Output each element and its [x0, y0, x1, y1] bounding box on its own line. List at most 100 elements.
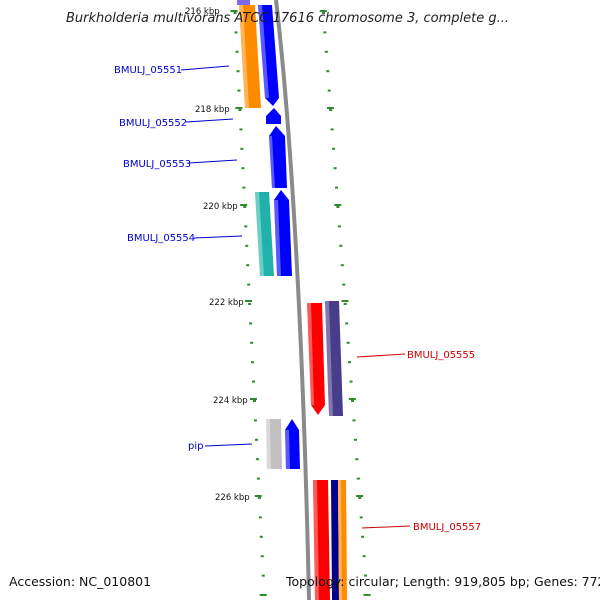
- ruler-tick-right: [334, 186, 338, 189]
- accession-text: Accession: NC_010801: [9, 574, 151, 589]
- ruler-tick-right: [358, 497, 362, 499]
- ruler-tick-right: [330, 128, 334, 131]
- gene-feature-g9[interactable]: [266, 419, 282, 469]
- gene-feature-g1[interactable]: [239, 5, 261, 108]
- ruler-tick-left: [260, 555, 264, 558]
- ruler-tick-left: [251, 361, 255, 364]
- ruler-tick-right: [327, 89, 331, 92]
- ruler-tick-left: [255, 458, 259, 461]
- gene-label-bmulj-05552[interactable]: BMULJ_05552: [119, 118, 187, 129]
- ruler-tick-right: [353, 438, 357, 441]
- ruler-tick-left: [256, 477, 260, 480]
- ruler-tick-right: [359, 516, 363, 519]
- ruler-major-tick-left: [254, 495, 262, 497]
- ruler-ticks: [230, 10, 371, 596]
- gene-feature-g10[interactable]: [285, 419, 300, 469]
- ruler-tick-right: [340, 264, 344, 267]
- ruler-major-tick-left: [249, 398, 257, 400]
- ruler-tick-right: [351, 400, 354, 402]
- gene-label-bmulj-05557[interactable]: BMULJ_05557: [413, 522, 481, 533]
- ruler-tick-left: [238, 109, 242, 111]
- gene-feature-g5[interactable]: [255, 192, 274, 276]
- ruler-tick-left: [246, 264, 250, 267]
- gene-feature-g11[interactable]: [313, 480, 330, 600]
- ruler-tick-right: [349, 380, 353, 383]
- gene-feature-g0[interactable]: [237, 0, 250, 5]
- ruler-tick-right: [345, 322, 349, 325]
- ruler-tick-right: [343, 303, 347, 305]
- gene-feature-g8[interactable]: [325, 301, 343, 416]
- ruler-tick-left: [244, 225, 248, 228]
- gene-feature-g3[interactable]: [266, 108, 281, 124]
- ruler-tick-left: [237, 89, 241, 92]
- ruler-tick-right: [326, 70, 330, 73]
- ruler-major-tick-right: [327, 107, 335, 109]
- ruler-tick-left: [254, 438, 258, 441]
- ruler-tick-right: [337, 225, 341, 228]
- ruler-major-tick-left: [235, 107, 243, 109]
- map-title: Burkholderia multivorans ATCC 17616 chro…: [66, 11, 509, 26]
- ruler-tick-right: [342, 283, 346, 286]
- ruler-tick-left: [234, 31, 238, 34]
- ruler-tick-left: [257, 497, 261, 499]
- gene-label-bmulj-05551[interactable]: BMULJ_05551: [114, 65, 182, 76]
- gene-label-bmulj-05554[interactable]: BMULJ_05554: [127, 233, 195, 244]
- ruler-major-tick-right: [363, 594, 371, 596]
- ruler-tick-left: [249, 322, 253, 325]
- ruler-tick-left: [253, 419, 257, 422]
- kbp-label-226: 226 kbp: [215, 493, 250, 503]
- genome-summary-text: Topology: circular; Length: 919,805 bp; …: [285, 574, 600, 589]
- ruler-tick-right: [364, 574, 368, 577]
- ruler-tick-left: [235, 50, 239, 53]
- ruler-tick-left: [233, 12, 237, 14]
- ruler-major-tick-right: [319, 10, 327, 12]
- gene-label-bmulj-05555[interactable]: BMULJ_05555: [407, 350, 475, 361]
- ruler-tick-left: [241, 167, 245, 170]
- kbp-label-222: 222 kbp: [209, 298, 244, 308]
- ruler-tick-left: [240, 147, 244, 150]
- ruler-tick-left: [252, 380, 256, 383]
- ruler-tick-right: [339, 244, 343, 247]
- ruler-tick-right: [356, 477, 360, 480]
- kbp-label-224: 224 kbp: [213, 396, 248, 406]
- gene-label-pip[interactable]: pip: [188, 441, 203, 452]
- ruler-tick-left: [248, 303, 252, 305]
- ruler-tick-right: [332, 147, 336, 150]
- ruler-tick-right: [361, 535, 365, 538]
- ruler-major-tick-left: [240, 204, 248, 206]
- gene-label-bmulj-05553[interactable]: BMULJ_05553: [123, 159, 191, 170]
- ruler-major-tick-right: [348, 398, 356, 400]
- ruler-tick-right: [323, 31, 327, 34]
- ruler-tick-left: [253, 400, 256, 402]
- gene-feature-g12[interactable]: [331, 480, 339, 600]
- ruler-tick-right: [355, 458, 359, 461]
- gene-feature-g4[interactable]: [269, 126, 287, 188]
- ruler-tick-right: [352, 419, 356, 422]
- ruler-major-tick-right: [356, 495, 364, 497]
- ruler-tick-left: [245, 244, 249, 247]
- ruler-tick-left: [247, 283, 251, 286]
- ruler-tick-left: [239, 128, 243, 131]
- ruler-tick-right: [336, 206, 340, 208]
- ruler-major-tick-left: [245, 300, 252, 302]
- ruler-major-tick-left: [230, 10, 238, 12]
- kbp-label-218: 218 kbp: [195, 105, 230, 115]
- ruler-major-tick-right: [341, 300, 349, 302]
- gene-feature-g6[interactable]: [274, 190, 292, 276]
- gene-feature-g13[interactable]: [338, 480, 347, 600]
- ruler-tick-left: [261, 574, 265, 577]
- chromosome-backbone: [274, 0, 311, 600]
- ruler-tick-right: [321, 12, 325, 14]
- ruler-tick-right: [348, 361, 352, 364]
- ruler-tick-left: [250, 341, 254, 344]
- ruler-major-tick-left: [259, 594, 267, 596]
- ruler-tick-right: [346, 341, 350, 344]
- gene-feature-g2[interactable]: [258, 5, 279, 106]
- ruler-tick-right: [329, 109, 333, 111]
- ruler-tick-left: [259, 535, 263, 538]
- ruler-tick-right: [362, 555, 366, 558]
- gene-feature-g7[interactable]: [307, 303, 325, 415]
- ruler-tick-left: [242, 186, 246, 189]
